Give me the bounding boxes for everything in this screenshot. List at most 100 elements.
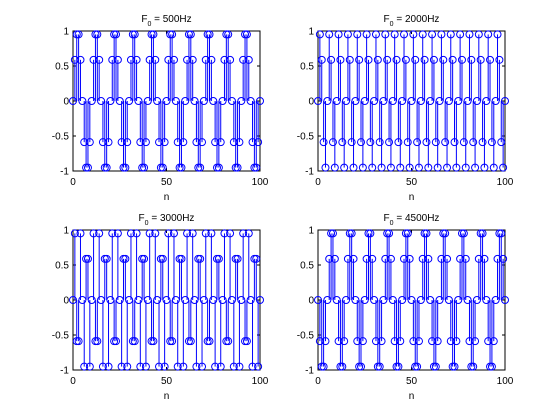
stem-marker	[433, 337, 442, 346]
stem-marker	[155, 362, 164, 371]
axes-box	[317, 30, 506, 172]
stem-marker	[334, 30, 343, 39]
stem-marker	[149, 30, 158, 39]
y-tick-label: 1	[308, 226, 314, 237]
stem-marker	[76, 229, 85, 238]
stem-marker	[256, 296, 264, 304]
stem-marker	[471, 163, 480, 172]
subplot-title: F0 = 3000Hz	[139, 213, 195, 227]
stem-marker	[349, 254, 358, 263]
stem-marker	[487, 138, 496, 147]
stem-marker	[330, 254, 339, 263]
stem-marker	[469, 362, 478, 371]
stem-marker	[70, 229, 79, 238]
stem-marker	[164, 229, 173, 238]
stem-marker	[104, 138, 113, 147]
stem-marker	[499, 163, 508, 172]
stem-marker	[336, 55, 345, 64]
stem-marker	[414, 337, 423, 346]
stem-marker	[433, 163, 442, 172]
stem-marker	[205, 30, 214, 39]
stem-marker	[499, 254, 508, 263]
stem-marker	[248, 362, 257, 371]
stem-marker	[353, 30, 362, 39]
x-tick-label: 0	[315, 177, 321, 188]
stem-marker	[95, 229, 104, 238]
stem-marker	[121, 163, 130, 172]
stem-marker	[192, 362, 201, 371]
stem-marker	[461, 163, 470, 172]
stem-marker	[489, 337, 498, 346]
stem-marker	[368, 163, 377, 172]
stem-marker	[207, 55, 216, 64]
stem-marker	[244, 229, 253, 238]
stem-marker	[340, 163, 349, 172]
stem-marker	[362, 30, 371, 39]
stem-marker	[151, 229, 160, 238]
stem-marker	[179, 362, 188, 371]
stem-marker	[252, 254, 261, 263]
stem-marker	[349, 163, 358, 172]
stem-marker	[112, 30, 121, 39]
stem-marker	[467, 55, 476, 64]
stem-marker	[256, 97, 264, 105]
stem-marker	[160, 362, 169, 371]
stem-marker	[394, 138, 403, 147]
stem-marker	[140, 254, 149, 263]
x-tick-label: 0	[70, 177, 76, 188]
stem-marker	[401, 55, 410, 64]
stem-marker	[375, 362, 384, 371]
stem-marker	[424, 163, 433, 172]
y-tick-label: -1	[305, 366, 314, 377]
stem-marker	[83, 163, 92, 172]
stem-marker	[117, 362, 126, 371]
stem-marker	[375, 138, 384, 147]
stem-marker	[254, 362, 263, 371]
stem-marker	[242, 337, 251, 346]
stem-marker	[497, 229, 506, 238]
x-tick-label: 100	[497, 376, 514, 387]
stem-marker	[95, 55, 104, 64]
stem-marker	[330, 163, 339, 172]
stem-marker	[431, 138, 440, 147]
stem-marker	[235, 362, 244, 371]
stem-marker	[145, 229, 154, 238]
stem-marker	[235, 138, 244, 147]
stem-marker	[418, 30, 427, 39]
stem-marker	[443, 163, 452, 172]
stem-marker	[188, 229, 197, 238]
stem-marker	[214, 254, 223, 263]
stem-marker	[317, 55, 326, 64]
stem-marker	[487, 362, 496, 371]
stem-marker	[484, 30, 493, 39]
stem-marker	[431, 362, 440, 371]
x-tick-label: 0	[70, 376, 76, 387]
stem-marker	[471, 337, 480, 346]
stem-marker	[158, 254, 167, 263]
stem-marker	[102, 254, 111, 263]
stem-marker	[201, 229, 210, 238]
stem-marker	[179, 138, 188, 147]
stem-marker	[358, 163, 367, 172]
stem-marker	[126, 229, 135, 238]
stem-marker	[85, 138, 94, 147]
stem-marker	[357, 362, 366, 371]
stem-marker	[420, 55, 429, 64]
stem-marker	[123, 138, 132, 147]
stem-marker	[130, 337, 139, 346]
stem-marker	[188, 55, 197, 64]
stem-marker	[183, 229, 192, 238]
stem-marker	[450, 362, 459, 371]
stem-marker	[422, 229, 431, 238]
stem-marker	[132, 55, 141, 64]
stem-marker	[414, 163, 423, 172]
stem-marker	[136, 362, 145, 371]
stem-marker	[233, 254, 242, 263]
stem-marker	[390, 30, 399, 39]
stem-marker	[196, 254, 205, 263]
stem-marker	[216, 138, 225, 147]
subplot-title: F0 = 4500Hz	[384, 213, 440, 227]
stem-marker	[478, 229, 487, 238]
stem-marker	[338, 362, 347, 371]
